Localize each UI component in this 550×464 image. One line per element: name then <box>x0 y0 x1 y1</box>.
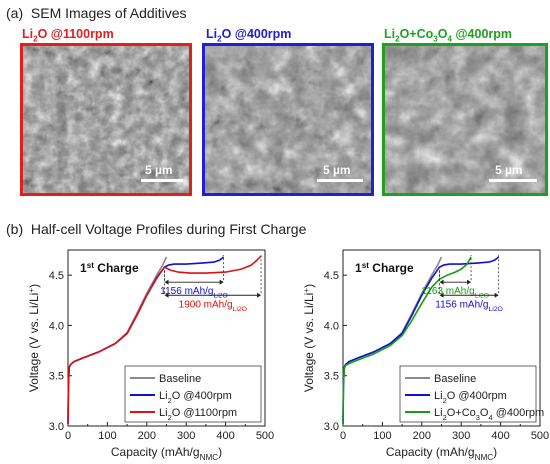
panel-b-label: (b) <box>6 221 24 237</box>
series-line <box>67 255 262 425</box>
y-tick-label: 3.0 <box>49 421 64 433</box>
series-line <box>342 256 472 425</box>
x-axis-label: Capacity (mAh/gNMC) <box>386 445 497 462</box>
y-tick-label: 4.5 <box>324 270 339 282</box>
scale-bar <box>489 179 537 182</box>
x-tick-label: 500 <box>256 430 274 442</box>
legend-label: Baseline <box>159 373 201 385</box>
y-axis-label: Voltage (V vs. Li/Li+) <box>302 284 316 392</box>
sem-label-li2o-400: Li2O @400rpm <box>206 27 292 44</box>
x-tick-label: 0 <box>65 430 71 442</box>
charge-annotation: 1st Charge <box>80 261 139 275</box>
x-tick-label: 100 <box>373 430 391 442</box>
arrow-head <box>164 292 169 298</box>
y-tick-label: 3.0 <box>324 421 339 433</box>
legend-label: Li2O @400rpm <box>159 390 232 405</box>
scale-bar <box>317 179 363 182</box>
sem-texture <box>23 46 189 193</box>
panel-a-label: (a) <box>6 5 24 21</box>
arrow-head <box>164 279 169 285</box>
y-axis-label: Voltage (V vs. Li/Li+) <box>27 284 41 392</box>
panel-b-title: (b) Half-cell Voltage Profiles during Fi… <box>6 221 306 237</box>
scale-label: 5 µm <box>323 163 351 177</box>
arrow-head <box>257 292 262 298</box>
scale-label: 5 µm <box>495 163 523 177</box>
x-tick-label: 0 <box>340 430 346 442</box>
panel-b-heading: Half-cell Voltage Profiles during First … <box>30 221 307 237</box>
scale-bar <box>141 179 183 182</box>
y-tick-label: 3.5 <box>49 371 64 383</box>
x-tick-label: 200 <box>138 430 156 442</box>
arrow-head <box>494 292 499 298</box>
annotation-label: 1156 mAh/gLi2O <box>160 286 228 300</box>
arrow-head <box>467 279 472 285</box>
sem-texture <box>205 46 371 193</box>
x-tick-label: 400 <box>216 430 234 442</box>
series-line <box>342 256 500 425</box>
panel-a-heading: SEM Images of Additives <box>30 5 187 21</box>
sem-image-li2o-co3o4: 5 µm <box>382 43 548 196</box>
legend-label: Li2O @1100rpm <box>159 407 237 422</box>
annotation-label: 1163 mAh/gLi2O <box>422 286 490 300</box>
y-tick-label: 4.0 <box>324 320 339 332</box>
arrow-head <box>439 279 444 285</box>
sem-label-li2o-1100: Li2O @1100rpm <box>22 27 114 44</box>
x-tick-label: 200 <box>413 430 431 442</box>
x-tick-label: 100 <box>98 430 116 442</box>
legend-label: Li2O @400rpm <box>434 390 507 405</box>
y-tick-label: 4.5 <box>49 270 64 282</box>
sem-label-li2o-co3o4: Li2O+Co3O4 @400rpm <box>384 27 513 44</box>
legend-label: Baseline <box>434 373 476 385</box>
x-tick-label: 500 <box>531 430 549 442</box>
sem-image-li2o-400: 5 µm <box>202 43 374 196</box>
x-tick-label: 300 <box>452 430 470 442</box>
arrow-head <box>439 292 444 298</box>
arrow-head <box>219 279 224 285</box>
x-axis-label: Capacity (mAh/gNMC) <box>111 445 222 462</box>
x-tick-label: 300 <box>177 430 195 442</box>
annotation-label: 1156 mAh/gLi2O <box>435 299 503 313</box>
scale-label: 5 µm <box>145 163 173 177</box>
y-tick-label: 4.0 <box>49 320 64 332</box>
charge-annotation: 1st Charge <box>355 261 414 275</box>
annotation-label: 1900 mAh/gLi2O <box>179 299 247 313</box>
x-tick-label: 400 <box>491 430 509 442</box>
panel-a-title: (a) SEM Images of Additives <box>6 5 187 21</box>
sem-texture <box>385 46 545 193</box>
voltage-chart-left: 0 100 200 300 400 500 3.0 3.5 4.0 4.5 Capacity (mA… <box>27 249 274 462</box>
sem-image-li2o-1100: 5 µm <box>20 43 192 196</box>
legend-label: Li2O+Co3O4 @400rpm <box>434 407 544 422</box>
voltage-chart-right: 0 100 200 300 400 500 3.0 3.5 4.0 4.5 Capacity (mA… <box>302 249 549 462</box>
y-tick-label: 3.5 <box>324 371 339 383</box>
